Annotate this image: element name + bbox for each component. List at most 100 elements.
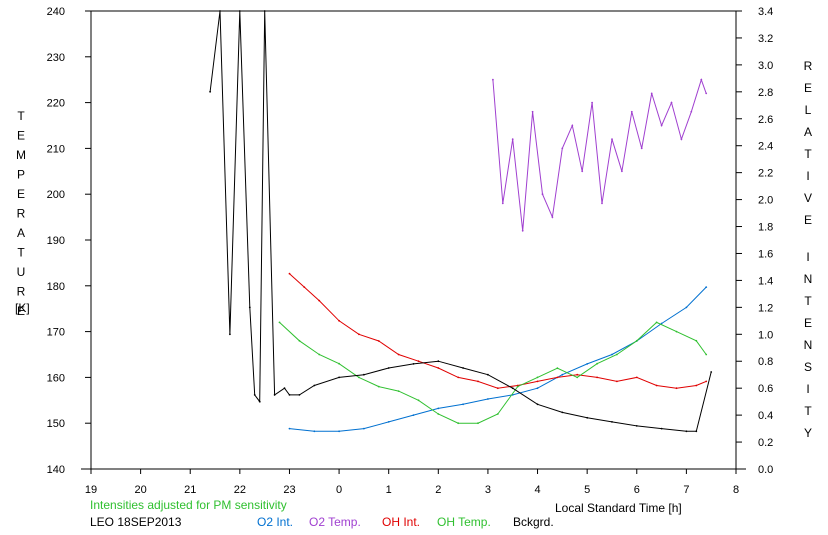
series-line-oh-int xyxy=(289,273,707,389)
data-point-oh-temp xyxy=(358,376,360,379)
data-point-o2-int xyxy=(288,427,291,430)
left-tick-label: 230 xyxy=(47,52,65,64)
data-point-oh-int xyxy=(303,286,306,288)
right-tick-label: 0.8 xyxy=(758,356,773,368)
left-label-letter: P xyxy=(17,168,25,182)
series-oh-temp xyxy=(278,321,708,425)
left-label-letter: R xyxy=(17,207,26,221)
data-point-oh-int xyxy=(556,376,559,379)
series-bckgrd xyxy=(209,10,713,433)
x-tick-label: 20 xyxy=(134,484,146,496)
data-point-o2-int xyxy=(705,286,708,288)
data-point-o2-temp xyxy=(581,170,584,173)
data-point-oh-temp xyxy=(695,339,698,342)
x-tick-label: 23 xyxy=(283,484,295,496)
right-label-letter: T xyxy=(804,404,812,418)
x-tick-label: 1 xyxy=(386,484,392,496)
data-point-oh-temp xyxy=(516,385,519,388)
right-label-letter: V xyxy=(804,191,812,205)
data-point-o2-temp xyxy=(690,110,693,113)
right-tick-label: 1.2 xyxy=(758,302,773,314)
left-tick-label: 210 xyxy=(47,143,65,155)
data-point-oh-temp xyxy=(417,399,420,402)
data-point-oh-temp xyxy=(457,422,460,425)
legend-o2-temp: O2 Temp. xyxy=(309,515,361,529)
data-point-oh-int xyxy=(596,376,598,379)
data-point-oh-int xyxy=(358,333,360,336)
data-point-bckgrd xyxy=(313,384,316,387)
left-label-letter: E xyxy=(17,187,25,201)
data-point-bckgrd xyxy=(258,400,261,403)
x-tick-label: 7 xyxy=(683,484,689,496)
data-point-bckgrd xyxy=(685,430,688,433)
data-point-bckgrd xyxy=(586,416,589,419)
left-label-letter: E xyxy=(17,304,25,318)
data-point-o2-temp xyxy=(591,101,593,104)
left-label-letter: R xyxy=(17,285,26,299)
left-tick-label: 240 xyxy=(47,6,65,18)
data-point-oh-int xyxy=(635,376,638,379)
right-label-letter: R xyxy=(804,59,813,73)
data-point-o2-temp xyxy=(531,110,534,113)
data-point-oh-temp xyxy=(635,339,638,342)
data-point-o2-int xyxy=(586,363,589,365)
data-point-oh-int xyxy=(318,299,321,302)
data-point-bckgrd xyxy=(248,306,251,309)
data-point-oh-int xyxy=(377,340,380,342)
right-label-letter: N xyxy=(804,272,813,286)
data-point-o2-temp xyxy=(611,138,613,141)
legend-o2-int: O2 Int. xyxy=(257,515,293,529)
series-o2-temp xyxy=(492,78,708,232)
x-tick-label: 2 xyxy=(435,484,441,496)
station-label: LEO 18SEP2013 xyxy=(90,515,182,529)
data-point-oh-int xyxy=(477,380,479,383)
data-point-o2-temp xyxy=(492,78,494,81)
data-point-oh-temp xyxy=(338,362,340,365)
x-tick-label: 5 xyxy=(584,484,590,496)
left-tick-label: 220 xyxy=(47,98,65,110)
data-point-oh-temp xyxy=(437,413,440,415)
data-point-bckgrd xyxy=(710,371,713,373)
data-point-oh-temp xyxy=(616,353,618,356)
series-o2-int xyxy=(288,286,708,433)
data-point-o2-int xyxy=(561,373,564,376)
data-point-o2-int xyxy=(363,427,365,430)
data-point-o2-temp xyxy=(680,138,683,141)
data-point-oh-temp xyxy=(705,353,708,356)
data-point-o2-temp xyxy=(601,202,603,205)
data-point-o2-int xyxy=(487,398,489,400)
right-label-letter: Y xyxy=(804,426,812,440)
right-label-letter: E xyxy=(804,316,812,330)
data-point-oh-int xyxy=(457,376,460,379)
series-line-o2-int xyxy=(289,286,707,432)
left-tick-label: 190 xyxy=(47,235,65,247)
right-tick-label: 1.6 xyxy=(758,248,773,260)
series-layer xyxy=(209,10,713,433)
x-tick-label: 4 xyxy=(534,484,540,496)
right-tick-label: 3.0 xyxy=(758,60,773,72)
data-point-bckgrd xyxy=(635,425,638,427)
data-point-oh-temp xyxy=(318,353,321,356)
right-tick-label: 2.2 xyxy=(758,168,773,180)
right-tick-label: 3.4 xyxy=(758,6,773,18)
data-point-bckgrd xyxy=(561,411,564,414)
left-tick-label: 150 xyxy=(47,418,65,430)
x-tick-label: 19 xyxy=(85,484,97,496)
data-point-oh-temp xyxy=(278,321,281,324)
left-label-letter: A xyxy=(17,226,25,240)
right-label-letter: I xyxy=(806,382,809,396)
data-point-bckgrd xyxy=(229,333,231,336)
data-point-oh-int xyxy=(616,380,618,383)
x-tick-label: 21 xyxy=(184,484,196,496)
right-label-letter: T xyxy=(804,147,812,161)
data-point-o2-temp xyxy=(630,110,633,113)
data-point-bckgrd xyxy=(487,373,489,376)
data-point-oh-int xyxy=(397,353,400,356)
right-tick-label: 3.2 xyxy=(758,33,773,45)
data-point-o2-int xyxy=(338,430,340,433)
data-point-oh-int xyxy=(338,319,340,322)
right-label-letter: I xyxy=(806,250,809,264)
